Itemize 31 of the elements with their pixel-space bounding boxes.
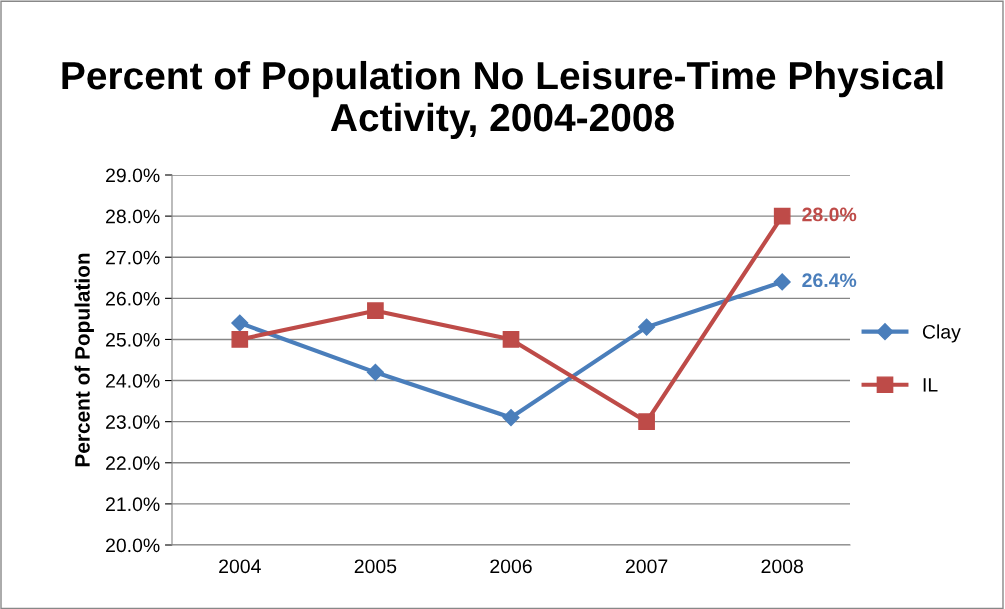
x-tick-label: 2008 bbox=[761, 559, 803, 574]
point bbox=[366, 363, 384, 381]
x-tick-label: 2005 bbox=[354, 559, 397, 574]
point bbox=[231, 314, 249, 332]
y-axis-title: Percent of Population bbox=[74, 253, 94, 467]
point bbox=[638, 318, 656, 336]
y-tick-label: 21.0% bbox=[106, 497, 160, 512]
data-label: 26.4% bbox=[802, 273, 857, 288]
legend-label: IL bbox=[923, 378, 938, 392]
y-tick-label: 29.0% bbox=[106, 168, 160, 183]
chart-title: Percent of Population No Leisure-Time Physical Activity, 2004-2008 bbox=[62, 60, 943, 140]
point bbox=[773, 207, 791, 225]
legend-label: Clay bbox=[922, 324, 961, 343]
point bbox=[367, 302, 384, 320]
y-tick-label: 22.0% bbox=[106, 456, 160, 471]
y-tick-label: 24.0% bbox=[106, 374, 160, 388]
point bbox=[638, 413, 655, 431]
point bbox=[773, 273, 791, 291]
data-label: 28.0% bbox=[802, 207, 857, 222]
y-tick-label: 25.0% bbox=[106, 332, 160, 347]
point bbox=[231, 331, 249, 348]
y-tick-label: 27.0% bbox=[106, 250, 160, 265]
x-tick-label: 2004 bbox=[219, 559, 261, 574]
y-tick-label: 20.0% bbox=[106, 538, 160, 553]
y-tick-label: 26.0% bbox=[106, 291, 160, 306]
point bbox=[502, 331, 520, 348]
y-tick-label: 28.0% bbox=[106, 209, 160, 224]
x-tick-label: 2007 bbox=[625, 559, 668, 574]
point bbox=[502, 409, 520, 427]
y-tick-label: 23.0% bbox=[106, 415, 160, 429]
x-tick-label: 2006 bbox=[490, 559, 532, 574]
